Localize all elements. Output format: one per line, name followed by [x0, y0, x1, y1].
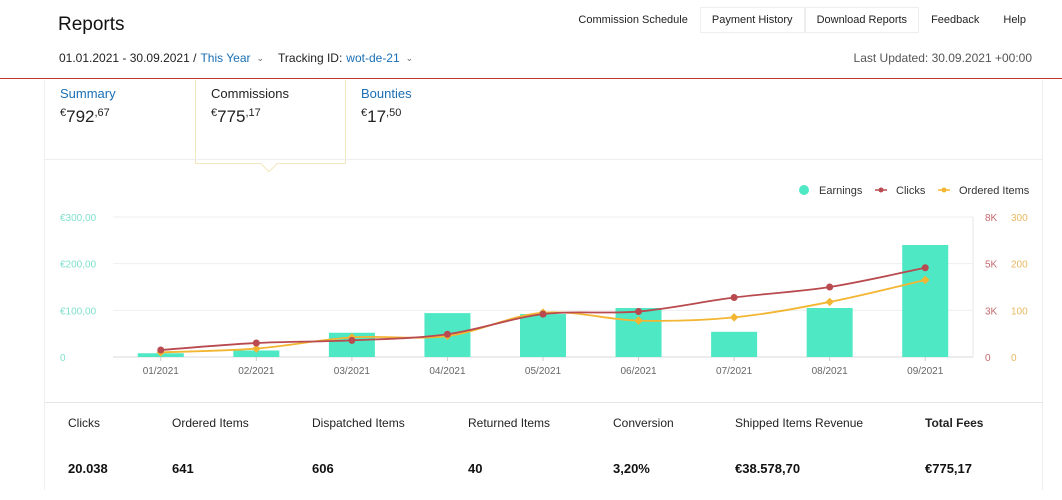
stat-label: Clicks	[68, 416, 100, 430]
top-navigation: Commission Schedule Payment History Down…	[566, 7, 1038, 33]
nav-feedback[interactable]: Feedback	[931, 14, 980, 26]
stat-label: Shipped Items Revenue	[735, 416, 864, 430]
earnings-bar	[902, 245, 949, 357]
earnings-bar	[615, 308, 662, 357]
right-axis-tick: 8K	[985, 213, 998, 224]
clicks-point	[157, 346, 165, 354]
left-axis-tick: €300,00	[60, 213, 97, 224]
x-axis-label: 04/2021	[429, 366, 466, 377]
earnings-bar	[711, 331, 758, 357]
clicks-point	[348, 336, 356, 344]
legend-label: Clicks	[896, 185, 926, 197]
stat-label: Total Fees	[925, 416, 984, 430]
right-axis-tick: 0	[985, 353, 991, 364]
tab-commissions[interactable]: Commissions €775,17	[195, 80, 346, 173]
x-axis-label: 01/2021	[143, 366, 180, 377]
x-axis-label: 09/2021	[907, 366, 944, 377]
tab-bounties[interactable]: Bounties €17,50	[361, 86, 412, 127]
earnings-chart: Earnings Clicks Ordered Items €300,00 8K 300 €…	[60, 185, 1030, 377]
legend-marker	[878, 187, 884, 193]
left-axis-tick: 0	[60, 353, 66, 364]
report-card: Summary €792,67 Commissions €775,17 Boun…	[44, 80, 1043, 490]
tracking-label: Tracking ID:	[278, 51, 343, 65]
nav-download-reports[interactable]: Download Reports	[804, 7, 920, 33]
stat-label: Returned Items	[468, 416, 551, 430]
date-range: 01.01.2021 - 30.09.2021 /	[59, 51, 197, 65]
commissions-amount: €775,17	[211, 107, 261, 126]
chevron-down-icon[interactable]: ⌄	[256, 52, 265, 63]
tab-bounties-label: Bounties	[361, 86, 412, 101]
tab-summary-label: Summary	[60, 86, 116, 101]
tabs-divider	[45, 159, 1043, 160]
tracking-id-dropdown[interactable]: wot-de-21	[346, 51, 400, 65]
right-axis-tick: 300	[1011, 213, 1028, 224]
right-axis-tick: 3K	[985, 306, 998, 317]
stat-value: 3,20%	[613, 461, 650, 476]
stat-value: €38.578,70	[735, 461, 801, 476]
x-axis-label: 07/2021	[716, 366, 753, 377]
clicks-point	[826, 283, 834, 291]
clicks-point	[635, 308, 643, 315]
left-axis-tick: €100,00	[60, 306, 97, 317]
report-filters: 01.01.2021 - 30.09.2021 / This Year ⌄ Tr…	[59, 51, 413, 65]
x-axis-label: 03/2021	[334, 366, 371, 377]
earnings-bar	[520, 314, 566, 357]
last-updated: Last Updated: 30.09.2021 +00:00	[853, 51, 1032, 65]
ordered-items-point	[252, 344, 261, 353]
summary-amount: €792,67	[60, 107, 110, 126]
left-axis-tick: €200,00	[60, 260, 97, 271]
right-axis-tick: 5K	[985, 260, 998, 271]
ordered-items-point	[825, 297, 834, 307]
x-axis-label: 06/2021	[620, 366, 657, 377]
page-title: Reports	[58, 14, 125, 35]
tab-commissions-label: Commissions	[211, 86, 290, 101]
ordered-items-point	[729, 313, 739, 322]
stat-label: Conversion	[613, 416, 674, 430]
ordered-items-point	[920, 275, 930, 285]
right-axis-tick: 100	[1011, 306, 1028, 317]
nav-commission-schedule[interactable]: Commission Schedule	[578, 14, 688, 26]
stat-label: Dispatched Items	[312, 416, 405, 430]
period-dropdown[interactable]: This Year	[200, 51, 251, 65]
legend-label: Earnings	[819, 185, 863, 197]
stats-row: Clicks 20.038 Ordered Items 641 Dispatch…	[45, 402, 1043, 490]
header-divider	[0, 78, 1062, 79]
nav-payment-history[interactable]: Payment History	[699, 7, 805, 33]
stat-value: 641	[172, 461, 194, 476]
x-axis-label: 05/2021	[525, 366, 562, 377]
clicks-point	[443, 330, 451, 338]
bounties-amount: €17,50	[361, 107, 402, 126]
legend-label: Ordered Items	[959, 185, 1030, 197]
clicks-point	[539, 310, 547, 318]
tab-summary[interactable]: Summary €792,67	[60, 86, 116, 127]
report-header: Reports Commission Schedule Payment Hist…	[44, 0, 1044, 80]
ordered-items-point	[634, 316, 643, 325]
earnings-bar	[233, 350, 280, 357]
stat-label: Ordered Items	[172, 416, 249, 430]
x-axis-label: 08/2021	[812, 366, 849, 377]
chevron-down-icon[interactable]: ⌄	[405, 52, 414, 63]
stat-value: €775,17	[925, 461, 972, 476]
clicks-point	[730, 294, 738, 301]
nav-help[interactable]: Help	[1003, 14, 1026, 26]
legend-marker	[799, 185, 809, 195]
stat-value: 20.038	[68, 461, 108, 476]
stat-value: 40	[468, 461, 483, 476]
clicks-point	[252, 339, 260, 347]
x-axis-label: 02/2021	[238, 366, 275, 377]
clicks-point	[921, 264, 929, 272]
earnings-bar	[806, 308, 853, 357]
legend-marker	[941, 187, 947, 193]
right-axis-tick: 0	[1011, 353, 1017, 364]
right-axis-tick: 200	[1011, 260, 1028, 271]
stat-value: 606	[312, 461, 334, 476]
